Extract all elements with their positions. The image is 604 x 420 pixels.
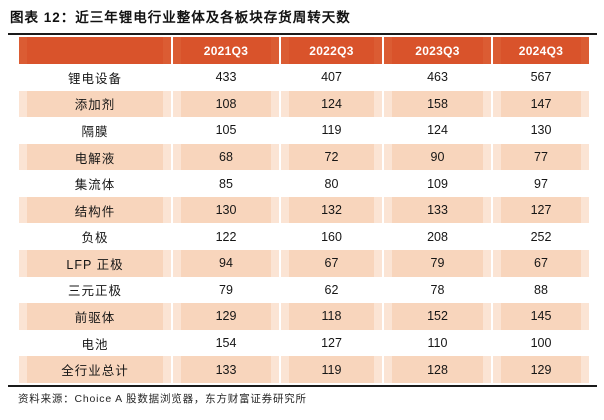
value-cell: 124	[384, 117, 491, 144]
row-label: 电解液	[19, 143, 171, 171]
value-cell: 97	[493, 170, 589, 197]
value-cell: 124	[281, 90, 382, 118]
title-rule	[8, 33, 597, 35]
value-cell: 88	[493, 276, 589, 304]
value-cell: 122	[173, 223, 279, 251]
source-note: 资料来源：Choice A 股数据浏览器，东方财富证券研究所	[18, 393, 307, 405]
value-cell: 100	[493, 329, 589, 357]
value-cell: 133	[384, 196, 491, 224]
value-cell: 463	[384, 64, 491, 91]
value-cell: 67	[493, 250, 589, 277]
value-cell: 567	[493, 64, 589, 91]
row-label: 添加剂	[19, 90, 171, 118]
value-cell: 67	[281, 250, 382, 277]
column-header: 2024Q3	[493, 37, 589, 64]
value-cell: 118	[281, 303, 382, 330]
value-cell: 132	[281, 196, 382, 224]
row-label: 结构件	[19, 196, 171, 224]
value-cell: 79	[384, 250, 491, 277]
row-label: 锂电设备	[19, 64, 171, 91]
value-cell: 80	[281, 170, 382, 197]
value-cell: 68	[173, 143, 279, 171]
value-cell: 85	[173, 170, 279, 197]
row-label: LFP 正极	[19, 250, 171, 277]
value-cell: 127	[493, 196, 589, 224]
column-header: 2021Q3	[173, 37, 279, 64]
value-cell: 152	[384, 303, 491, 330]
value-cell: 128	[384, 356, 491, 383]
value-cell: 90	[384, 143, 491, 171]
value-cell: 147	[493, 90, 589, 118]
value-cell: 77	[493, 143, 589, 171]
row-label: 隔膜	[19, 117, 171, 144]
value-cell: 208	[384, 223, 491, 251]
value-cell: 129	[173, 303, 279, 330]
value-cell: 130	[493, 117, 589, 144]
value-cell: 129	[493, 356, 589, 383]
value-cell: 127	[281, 329, 382, 357]
value-cell: 130	[173, 196, 279, 224]
value-cell: 105	[173, 117, 279, 144]
row-label: 三元正极	[19, 276, 171, 304]
header-cell-blank	[19, 37, 171, 64]
column-header: 2023Q3	[384, 37, 491, 64]
row-label: 前驱体	[19, 303, 171, 330]
value-cell: 108	[173, 90, 279, 118]
value-cell: 119	[281, 117, 382, 144]
value-cell: 158	[384, 90, 491, 118]
value-cell: 145	[493, 303, 589, 330]
value-cell: 78	[384, 276, 491, 304]
column-header: 2022Q3	[281, 37, 382, 64]
footer-rule	[8, 385, 597, 387]
value-cell: 252	[493, 223, 589, 251]
row-label: 集流体	[19, 170, 171, 197]
value-cell: 62	[281, 276, 382, 304]
row-label: 负极	[19, 223, 171, 251]
figure-title: 图表 12：近三年锂电行业整体及各板块存货周转天数	[10, 10, 351, 25]
value-cell: 94	[173, 250, 279, 277]
value-cell: 160	[281, 223, 382, 251]
value-cell: 433	[173, 64, 279, 91]
value-cell: 72	[281, 143, 382, 171]
value-cell: 79	[173, 276, 279, 304]
row-label: 电池	[19, 329, 171, 357]
row-label: 全行业总计	[19, 356, 171, 383]
value-cell: 119	[281, 356, 382, 383]
value-cell: 154	[173, 329, 279, 357]
value-cell: 109	[384, 170, 491, 197]
value-cell: 133	[173, 356, 279, 383]
value-cell: 407	[281, 64, 382, 91]
inventory-turnover-table: 2021Q3 2022Q3 2023Q3 2024Q3 锂电设备 433 407 463 567…	[19, 37, 589, 383]
value-cell: 110	[384, 329, 491, 357]
